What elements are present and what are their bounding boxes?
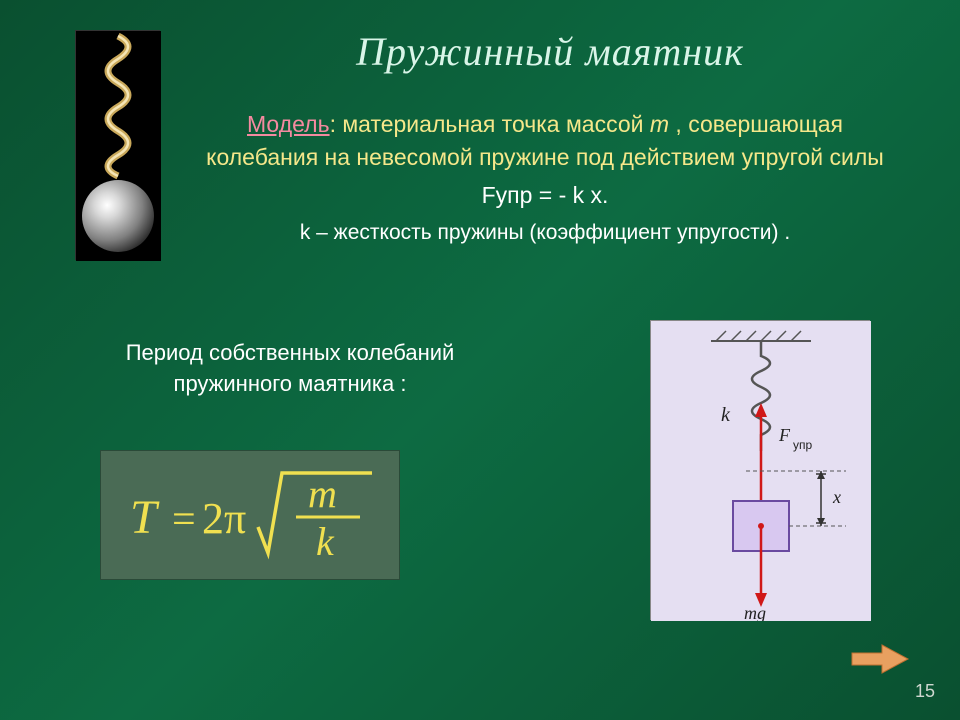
definition-block: Модель: материальная точка массой m , со… [200,108,890,248]
spring-pendulum-illustration [75,30,160,260]
force-diagram: k F⃗ упр x mg⃗ [650,320,870,620]
formula-denominator: k [316,519,335,564]
diagram-x-label: x [832,487,841,507]
mass-variable: m [650,111,669,137]
diagram-f-sub: упр [793,438,812,452]
slide-title: Пружинный маятник [200,28,900,75]
period-formula-svg: T = 2π m k [110,455,390,575]
definition-text-1: : материальная точка массой [330,111,650,137]
period-text: Период собственных колебаний пружинного … [60,338,520,400]
next-slide-button[interactable] [850,643,910,675]
slide-number: 15 [915,681,935,702]
period-formula-box: T = 2π m k [100,450,400,580]
diagram-k-label: k [721,404,731,426]
formula-numerator: m [308,471,337,516]
period-line1: Период собственных колебаний [126,340,455,365]
formula-2pi: 2π [202,494,246,543]
slide-container: Пружинный маятник Модель: материальная т… [0,0,960,720]
force-formula: Fупр = - k x. [200,179,890,212]
diagram-mg-label: mg⃗ [744,603,780,621]
arrow-right-icon [850,643,910,675]
formula-T: T [130,491,160,544]
spring-svg [76,31,161,261]
formula-equals: = [172,497,196,543]
period-line2: пружинного маятника : [174,371,407,396]
model-label: Модель [247,111,330,137]
diagram-svg: k F⃗ упр x mg⃗ [651,321,871,621]
stiffness-text: k – жесткость пружины (коэффициент упруг… [200,218,890,248]
